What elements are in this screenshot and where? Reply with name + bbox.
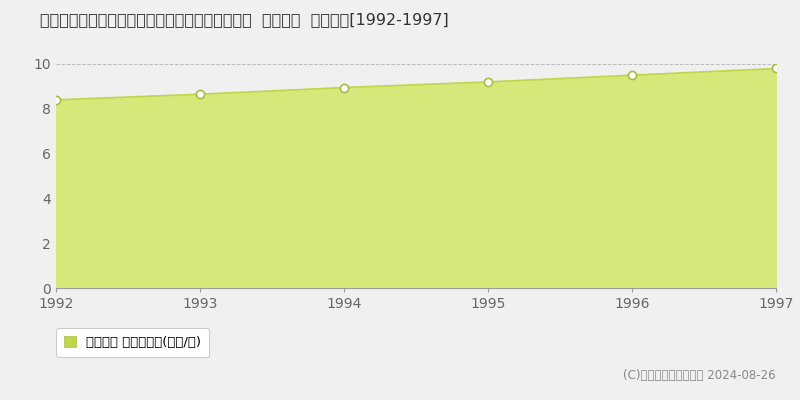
Legend: 地価公示 平均坪単価(万円/坪): 地価公示 平均坪単価(万円/坪) [56, 328, 210, 357]
Text: (C)土地価格ドットコム 2024-08-26: (C)土地価格ドットコム 2024-08-26 [623, 369, 776, 382]
Text: 福井県福井市荒木新保町弐〇字太郎丸３２番１外  地価公示  地価推移[1992-1997]: 福井県福井市荒木新保町弐〇字太郎丸３２番１外 地価公示 地価推移[1992-19… [40, 12, 449, 27]
Point [194, 91, 206, 98]
Point [626, 72, 638, 78]
Point [338, 84, 350, 91]
Point [482, 79, 494, 85]
Point [50, 97, 62, 103]
Point [770, 65, 782, 72]
